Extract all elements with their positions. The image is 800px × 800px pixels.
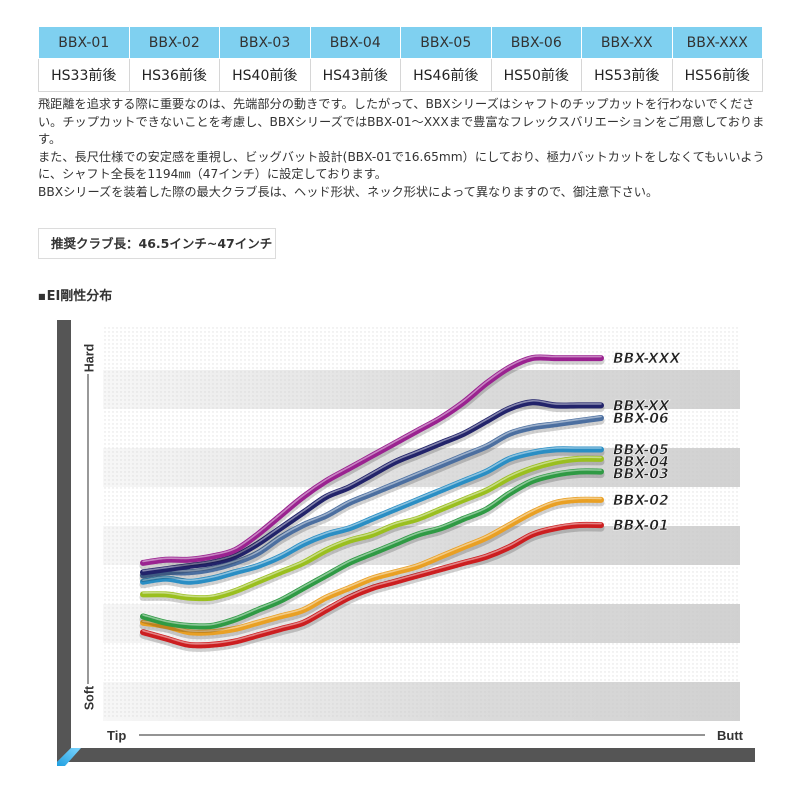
series-bbx-06 — [139, 415, 605, 582]
series-highlight — [142, 399, 602, 572]
series-label-bbx-xx: BBX-XX — [613, 398, 671, 414]
model-header: BBX-01 — [38, 26, 130, 59]
series-line — [140, 455, 604, 602]
series-line — [140, 446, 604, 585]
series-bbx-02 — [139, 496, 605, 640]
series-label-bbx-06: BBX-06 — [613, 411, 669, 427]
series-label-bbx-04: BBX-04 — [613, 455, 669, 471]
ei-stiffness-chart: Hard Soft Tip Butt BBX-XXXBBX-XXBBX-06BB… — [57, 320, 755, 766]
y-axis-hard-label: Hard — [82, 344, 96, 372]
model-header: BBX-04 — [309, 26, 401, 59]
x-axis-butt-label: Butt — [717, 728, 744, 743]
series-label-bbx-02: BBX-02 — [613, 493, 669, 509]
series-bbx-01 — [139, 521, 605, 652]
series-label-bbx-01: BBX-01 — [613, 518, 669, 534]
hs-cell: HS36前後 — [128, 58, 220, 92]
series-highlight — [142, 522, 602, 645]
hs-cell: HS46前後 — [400, 58, 492, 92]
section-title: ■EI剛性分布 — [38, 285, 112, 304]
recommended-club-length: 推奨クラブ長：46.5インチ~47インチ — [38, 228, 276, 259]
series-bbx-04 — [139, 455, 605, 605]
series-line — [140, 399, 604, 576]
model-header: BBX-XX — [581, 26, 673, 59]
tip-accent — [57, 748, 81, 766]
hs-cell: HS53前後 — [581, 58, 673, 92]
y-axis-soft-label: Soft — [82, 685, 96, 710]
square-bullet-icon: ■ — [38, 292, 46, 301]
y-axis-wall — [57, 320, 71, 762]
grid-band — [103, 682, 740, 721]
model-header: BBX-02 — [128, 26, 220, 59]
series-label-bbx-xxx: BBX-XXX — [613, 351, 681, 367]
description-line: また、長尺仕様での安定感を重視し、ビッグバット設計(BBX-01で16.65mm… — [38, 149, 765, 164]
flex-spec-table: BBX-01 BBX-02 BBX-03 BBX-04 BBX-05 BBX-0… — [38, 26, 763, 92]
model-header: BBX-06 — [490, 26, 582, 59]
x-axis-floor — [57, 748, 755, 762]
series-bbx-xx — [139, 399, 605, 579]
series-highlight — [142, 497, 602, 633]
section-title-text: EI剛性分布 — [46, 289, 113, 304]
series-highlight — [142, 415, 602, 575]
series-bbx-03 — [139, 468, 605, 633]
series-highlight — [142, 469, 602, 626]
series-highlight — [142, 456, 602, 598]
series-line — [140, 415, 604, 579]
grid-band — [103, 448, 740, 487]
hs-cell: HS50前後 — [490, 58, 582, 92]
model-header: BBX-XXX — [671, 26, 763, 59]
description-text: 飛距離を追求する際に重要なのは、先端部分の動きです。したがって、BBXシリーズは… — [38, 96, 766, 202]
hs-cell: HS40前後 — [219, 58, 311, 92]
series-highlight — [142, 355, 602, 563]
series-line — [140, 521, 604, 649]
description-line: BBXシリーズを装着した際の最大クラブ長は、ヘッド形状、ネック形状によって異なり… — [38, 184, 659, 199]
series-line — [140, 496, 604, 636]
description-line: 飛距離を追求する際に重要なのは、先端部分の動きです。したがって、BBXシリーズは… — [38, 97, 755, 111]
series-layer — [139, 354, 605, 652]
series-bbx-xxx — [139, 354, 605, 570]
series-highlight — [142, 446, 602, 582]
model-header: BBX-03 — [219, 26, 311, 59]
hs-cell: HS33前後 — [38, 58, 130, 92]
series-line — [140, 468, 604, 630]
model-header-row: BBX-01 BBX-02 BBX-03 BBX-04 BBX-05 BBX-0… — [38, 26, 763, 59]
description-line: い。チップカットできないことを考慮し、BBXシリーズではBBX-01～XXXまで… — [38, 114, 765, 129]
x-axis-tip-label: Tip — [107, 728, 126, 743]
series-line — [140, 354, 604, 566]
description-line: に、シャフト全長を1194㎜（47インチ）に設定しております。 — [38, 167, 387, 182]
series-label-bbx-03: BBX-03 — [613, 467, 669, 483]
series-label-bbx-05: BBX-05 — [613, 443, 669, 459]
series-bbx-05 — [139, 446, 605, 589]
description-line: す。 — [38, 132, 62, 147]
grid-band — [103, 370, 740, 409]
hs-cell: HS43前後 — [309, 58, 401, 92]
model-header: BBX-05 — [400, 26, 492, 59]
hs-cell: HS56前後 — [671, 58, 763, 92]
hs-row: HS33前後 HS36前後 HS40前後 HS43前後 HS46前後 HS50前… — [38, 58, 763, 92]
